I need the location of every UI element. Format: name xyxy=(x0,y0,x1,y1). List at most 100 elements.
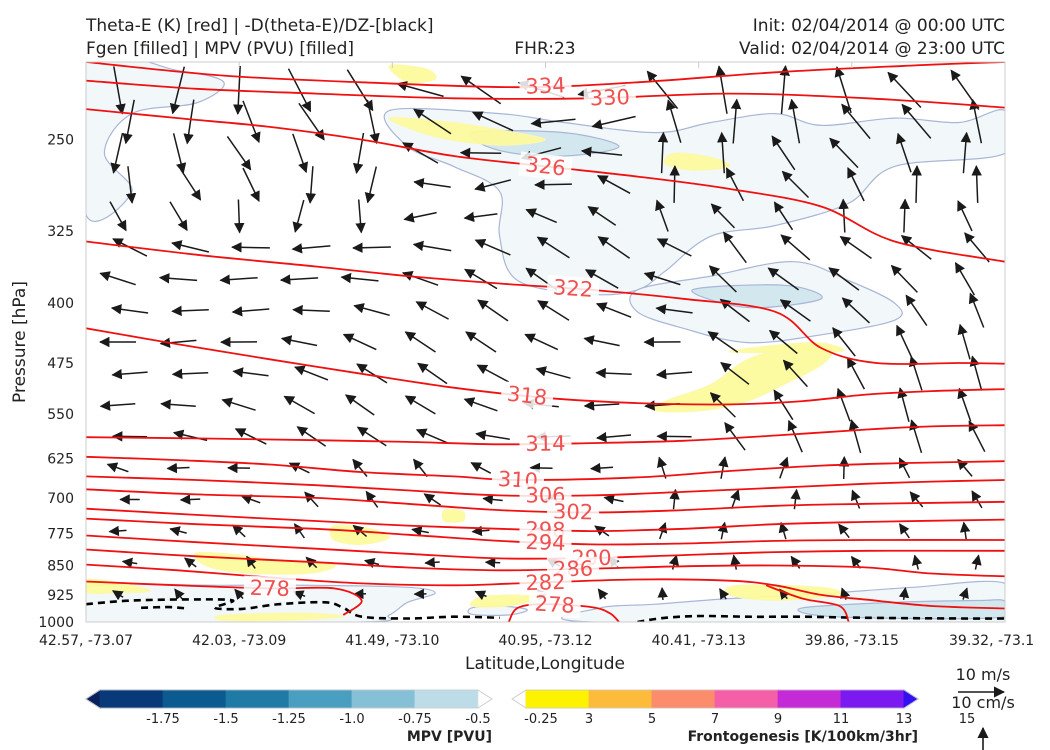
y-tick-label-3: 475 xyxy=(47,356,74,372)
wind-arrow-56 xyxy=(781,170,810,199)
wind-arrow-141 xyxy=(476,364,509,383)
fgen-region-0 xyxy=(388,64,437,84)
mpv-colorbar: -1.75 -1.5 -1.25 -1.0 -0.75 -0.5 -0.25 xyxy=(85,689,558,727)
wind-arrow-180 xyxy=(106,462,129,473)
wind-arrow-205 xyxy=(730,489,741,509)
wind-arrow-76 xyxy=(171,240,210,253)
wind-arrow-67 xyxy=(525,208,557,224)
theta-e-label-10-0: 294 xyxy=(525,530,566,556)
wind-arrow-190 xyxy=(718,456,729,479)
wind-arrow-113 xyxy=(595,302,632,318)
wind-arrow-60 xyxy=(109,201,127,232)
wind-arrow-158 xyxy=(583,400,620,411)
dthetae-dz-contour-0 xyxy=(86,598,500,620)
theta-e-label-5-0: 314 xyxy=(525,431,565,455)
wind-arrow-98 xyxy=(584,269,619,289)
theta-e-label-bg xyxy=(519,529,572,556)
wind-arrow-116 xyxy=(779,299,811,322)
wind-arrow-53 xyxy=(596,175,631,194)
dthetae-dz-contour-1 xyxy=(141,605,188,610)
wind-arrow-91 xyxy=(158,273,198,284)
x-tick-label-4: 40.41, -73.13 xyxy=(652,633,746,649)
x-tick-label-0: 42.57, -73.07 xyxy=(39,633,133,649)
wind-arrow-119 xyxy=(968,292,985,328)
wind-arrow-146 xyxy=(782,359,808,388)
wind-arrow-19 xyxy=(366,99,380,145)
y-tick-label-5: 625 xyxy=(47,452,74,468)
wind-key-horizontal-label: 10 m/s xyxy=(956,665,1011,684)
x-tick-label-2: 41.49, -73.10 xyxy=(345,633,439,649)
wind-arrow-46 xyxy=(179,168,202,201)
wind-arrow-221 xyxy=(778,521,789,540)
y-tick-label-10: 1000 xyxy=(38,615,74,631)
theta-e-label-bg xyxy=(583,84,637,111)
wind-arrow-58 xyxy=(911,165,922,203)
wind-arrow-99 xyxy=(643,271,681,286)
wind-vector-layer xyxy=(98,65,990,601)
mpv-cbar-outline xyxy=(85,689,493,709)
wind-arrow-92 xyxy=(219,274,258,285)
wind-arrow-222 xyxy=(838,523,850,539)
wind-arrow-93 xyxy=(279,274,319,285)
plot-content: 3343303263223183143103063022982942902862… xyxy=(86,62,1005,622)
theta-e-label-1-0: 330 xyxy=(589,85,630,110)
dthetae-dz-contour-layer xyxy=(86,598,1005,622)
wind-arrow-51 xyxy=(474,179,511,192)
wind-arrow-81 xyxy=(474,238,511,256)
theta-e-label-13-0: 282 xyxy=(525,570,566,595)
mpv-cbar-swatch-2 xyxy=(162,689,227,709)
theta-e-contour-16 xyxy=(765,584,850,622)
wind-arrow-49 xyxy=(364,166,378,204)
wind-arrow-39 xyxy=(657,131,669,174)
wind-arrow-230 xyxy=(424,557,440,568)
theta-e-contour-11 xyxy=(86,534,1005,560)
wind-arrow-59 xyxy=(971,165,982,203)
y-tick-label-0: 250 xyxy=(47,133,74,149)
wind-arrow-32 xyxy=(226,135,252,171)
mpv-cbar-swatch-4 xyxy=(288,689,353,709)
theta-e-label-4-0: 318 xyxy=(506,382,548,410)
mpv-cbar-tick-4: -0.75 xyxy=(398,712,432,727)
wind-arrow-181 xyxy=(166,462,190,474)
wind-arrow-0 xyxy=(113,66,126,115)
wind-arrow-23 xyxy=(591,115,636,130)
wind-arrow-133 xyxy=(896,324,913,359)
wind-arrow-155 xyxy=(404,395,436,415)
wind-arrow-145 xyxy=(720,362,750,385)
wind-arrow-239 xyxy=(971,554,982,570)
wind-arrow-134 xyxy=(957,323,971,360)
wind-arrow-128 xyxy=(583,335,620,347)
mpv-colorbar-title: MPV [PVU] xyxy=(407,729,492,745)
fgen-cbar-tick-1: 5 xyxy=(648,712,656,727)
wind-arrow-241 xyxy=(174,588,185,600)
theta-e-label-15-0: 278 xyxy=(534,591,576,617)
wind-arrow-211 xyxy=(169,526,187,537)
fgen-cbar-swatch-3 xyxy=(651,689,716,709)
wind-arrow-62 xyxy=(234,199,245,234)
mpv-cbar-swatch-7 xyxy=(477,689,493,709)
theta-e-label-bg xyxy=(519,73,572,100)
wind-arrow-41 xyxy=(771,135,796,171)
wind-arrow-15 xyxy=(122,99,135,145)
wind-arrow-16 xyxy=(183,99,195,145)
wind-arrow-176 xyxy=(787,419,803,453)
theta-e-label-bg xyxy=(527,591,582,619)
wind-arrow-212 xyxy=(232,524,246,538)
wind-arrow-185 xyxy=(413,458,428,478)
wind-arrow-197 xyxy=(240,494,261,505)
theta-e-contour-layer: 3343303263223183143103063022982942902862… xyxy=(86,62,1005,622)
wind-arrow-135 xyxy=(111,368,148,380)
wind-arrow-209 xyxy=(971,490,983,509)
wind-arrow-235 xyxy=(730,554,741,570)
wind-arrow-17 xyxy=(242,100,261,144)
wind-arrow-156 xyxy=(463,397,498,412)
fgen-cbar-swatch-1 xyxy=(525,689,590,709)
wind-arrow-198 xyxy=(304,491,319,508)
x-tick-label-6: 39.32, -73.1 xyxy=(949,633,1034,649)
wind-arrow-31 xyxy=(172,133,187,174)
wind-arrow-137 xyxy=(232,367,269,378)
wind-arrow-29 xyxy=(969,98,983,144)
wind-arrow-45 xyxy=(125,166,137,204)
wind-arrow-54 xyxy=(669,165,680,203)
wind-arrow-243 xyxy=(292,590,306,601)
